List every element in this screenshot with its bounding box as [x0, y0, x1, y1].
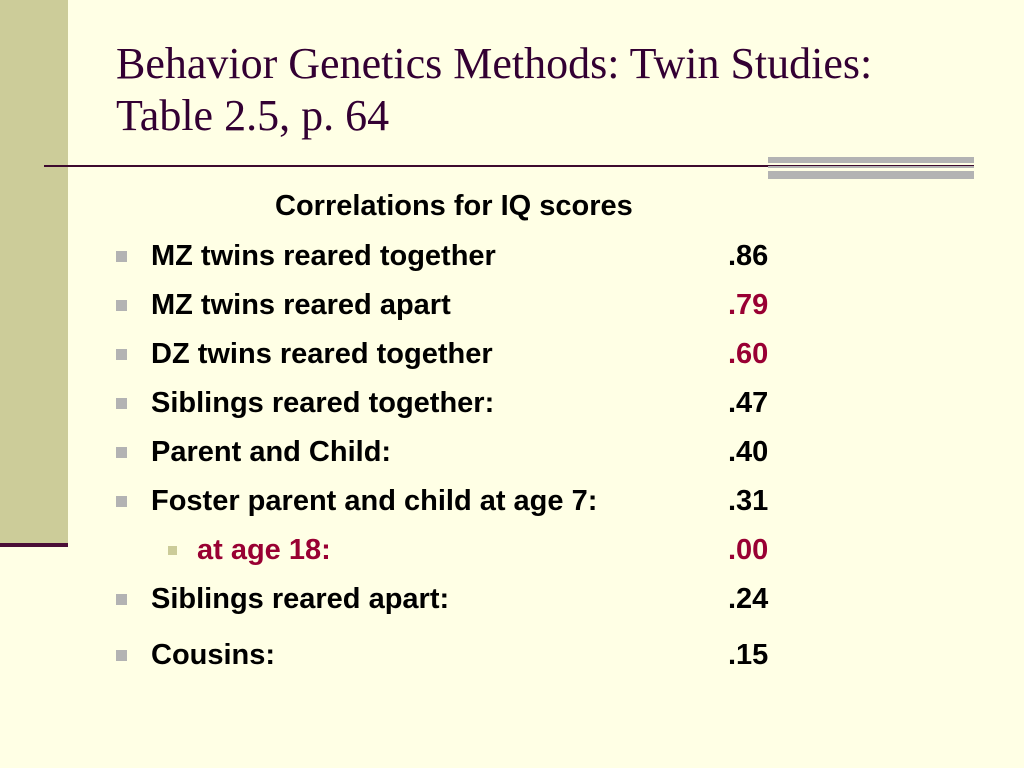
relationship-label: DZ twins reared together	[151, 338, 493, 370]
relationship-label: MZ twins reared together	[151, 240, 496, 272]
list-item: Foster parent and child at age 7: .31	[0, 483, 1024, 519]
correlation-value: .86	[728, 240, 769, 272]
list-item: MZ twins reared together .86	[0, 238, 1024, 274]
list-item: Siblings reared together: .47	[0, 385, 1024, 421]
correlation-value: .40	[728, 436, 769, 468]
square-bullet-icon	[116, 496, 127, 507]
list-item: Siblings reared apart: .24	[0, 581, 1024, 617]
square-bullet-icon	[116, 650, 127, 661]
correlation-value: .24	[728, 583, 769, 615]
relationship-label: Parent and Child:	[151, 436, 392, 468]
correlation-value: .47	[728, 387, 769, 419]
square-bullet-icon	[116, 398, 127, 409]
relationship-label: MZ twins reared apart	[151, 289, 451, 321]
sidebar-band	[0, 0, 68, 546]
correlation-value: .15	[728, 639, 769, 671]
square-bullet-icon	[168, 546, 177, 555]
list-item: Cousins: .15	[0, 637, 1024, 673]
square-bullet-icon	[116, 447, 127, 458]
slide-title: Behavior Genetics Methods: Twin Studies:…	[116, 39, 873, 140]
square-bullet-icon	[116, 300, 127, 311]
square-bullet-icon	[116, 594, 127, 605]
relationship-label: Cousins:	[151, 639, 276, 671]
relationship-label: Foster parent and child at age 7:	[151, 485, 598, 517]
title-divider	[44, 165, 974, 167]
list-item: DZ twins reared together .60	[0, 336, 1024, 372]
table-heading: Correlations for IQ scores	[275, 190, 633, 222]
sidebar-rule	[0, 543, 68, 547]
relationship-label: at age 18:	[197, 534, 331, 566]
list-item: MZ twins reared apart .79	[0, 287, 1024, 323]
relationship-label: Siblings reared apart:	[151, 583, 450, 615]
square-bullet-icon	[116, 349, 127, 360]
list-item: Parent and Child: .40	[0, 434, 1024, 470]
correlation-value: .79	[728, 289, 769, 321]
list-item: at age 18: .00	[0, 532, 1024, 568]
correlation-value: .00	[728, 534, 769, 566]
correlation-value: .60	[728, 338, 769, 370]
title-accent-stripes	[768, 157, 974, 179]
correlation-value: .31	[728, 485, 769, 517]
square-bullet-icon	[116, 251, 127, 262]
relationship-label: Siblings reared together:	[151, 387, 495, 419]
